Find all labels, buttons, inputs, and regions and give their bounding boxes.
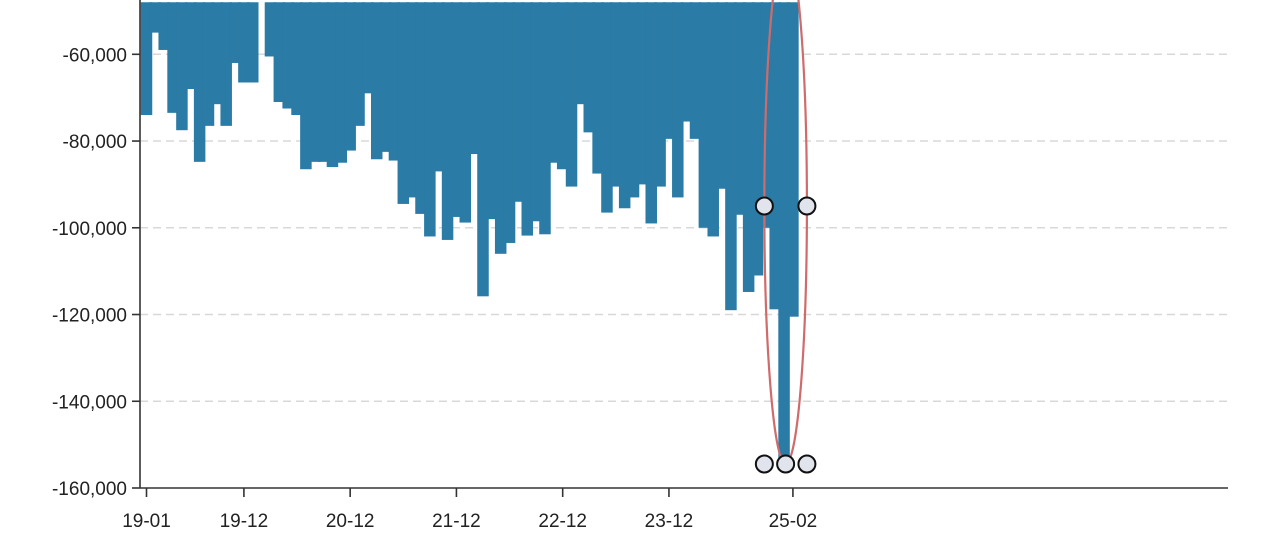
bar — [592, 2, 604, 174]
y-tick-label: -80,000 — [63, 132, 127, 153]
bar — [725, 2, 737, 311]
bar — [716, 2, 728, 189]
handle-bottom-center[interactable] — [776, 454, 796, 474]
bar — [291, 2, 303, 116]
x-tick-label: 21-12 — [432, 511, 481, 532]
x-tick-label: 23-12 — [645, 511, 694, 532]
bar — [627, 2, 640, 198]
bar — [548, 2, 560, 163]
bar — [583, 2, 595, 133]
bar — [388, 2, 401, 161]
bar — [424, 2, 436, 237]
bar — [680, 2, 693, 122]
bar — [247, 2, 259, 83]
axes — [139, 0, 1228, 489]
bar — [211, 2, 224, 105]
y-tick-label: -160,000 — [52, 479, 127, 500]
bar — [273, 2, 286, 103]
bar — [344, 2, 356, 151]
bar — [379, 2, 392, 152]
y-tick-label: -60,000 — [63, 45, 127, 66]
bar — [698, 2, 711, 228]
bar — [672, 2, 684, 198]
y-axis-ticks: -60,000 -80,000 -100,000 -120,000 -140,000 -1… — [52, 45, 140, 500]
selection-annotation[interactable] — [754, 0, 817, 474]
bar — [441, 2, 454, 240]
bar — [512, 2, 525, 202]
bar — [654, 2, 666, 187]
bar — [663, 2, 675, 139]
bar — [618, 2, 631, 209]
bar — [645, 2, 657, 224]
bar — [335, 2, 348, 163]
handle-bottom-right[interactable] — [797, 454, 817, 474]
bar — [432, 2, 445, 172]
bar — [751, 2, 764, 276]
x-tick-label: 19-12 — [220, 511, 269, 532]
bar — [468, 2, 480, 155]
bar — [610, 2, 622, 187]
bar — [601, 2, 613, 213]
x-tick-label: 20-12 — [326, 511, 375, 532]
x-tick-label: 22-12 — [538, 511, 587, 532]
bar — [300, 2, 312, 170]
handle-mid-right[interactable] — [797, 196, 817, 216]
x-tick-label: 19-01 — [122, 511, 171, 532]
bar — [229, 2, 241, 63]
bar — [450, 2, 463, 217]
bar — [565, 2, 578, 187]
bar — [477, 2, 489, 297]
bar — [556, 2, 569, 170]
y-tick-label: -100,000 — [52, 219, 127, 240]
bar — [503, 2, 516, 243]
bar — [158, 2, 170, 50]
bar — [353, 2, 365, 126]
bar — [415, 2, 427, 214]
bar — [238, 2, 250, 83]
bar — [494, 2, 507, 254]
bar — [264, 2, 277, 57]
bar — [193, 2, 206, 162]
handle-bottom-left[interactable] — [754, 454, 774, 474]
bar — [202, 2, 215, 126]
bar — [317, 2, 330, 162]
y-tick-label: -120,000 — [52, 306, 127, 327]
bar — [149, 2, 162, 33]
bar — [370, 2, 383, 160]
x-tick-label: 25-02 — [769, 511, 818, 532]
y-tick-label: -140,000 — [52, 392, 127, 413]
bar — [689, 2, 702, 139]
bar — [707, 2, 719, 237]
bar — [406, 2, 418, 198]
bar — [742, 2, 755, 292]
bar — [539, 2, 551, 235]
bar — [167, 2, 179, 113]
bar — [574, 2, 587, 105]
bar — [787, 2, 799, 317]
bars — [140, 2, 799, 458]
handle-mid-left[interactable] — [754, 196, 774, 216]
bar — [140, 2, 153, 116]
bar — [486, 2, 498, 220]
bar — [734, 2, 746, 215]
x-axis-ticks: 19-01 19-12 20-12 21-12 22-12 23-12 25-02 — [122, 488, 817, 532]
bar — [778, 2, 790, 458]
bar — [220, 2, 232, 126]
bar — [636, 2, 649, 185]
bar — [308, 2, 321, 162]
bar — [521, 2, 534, 236]
bar — [530, 2, 542, 222]
bar — [769, 2, 781, 310]
bar — [362, 2, 374, 94]
bar — [459, 2, 472, 223]
bar — [282, 2, 294, 109]
bar — [326, 2, 339, 168]
bar — [397, 2, 410, 204]
bar — [176, 2, 188, 131]
bar — [185, 2, 197, 89]
